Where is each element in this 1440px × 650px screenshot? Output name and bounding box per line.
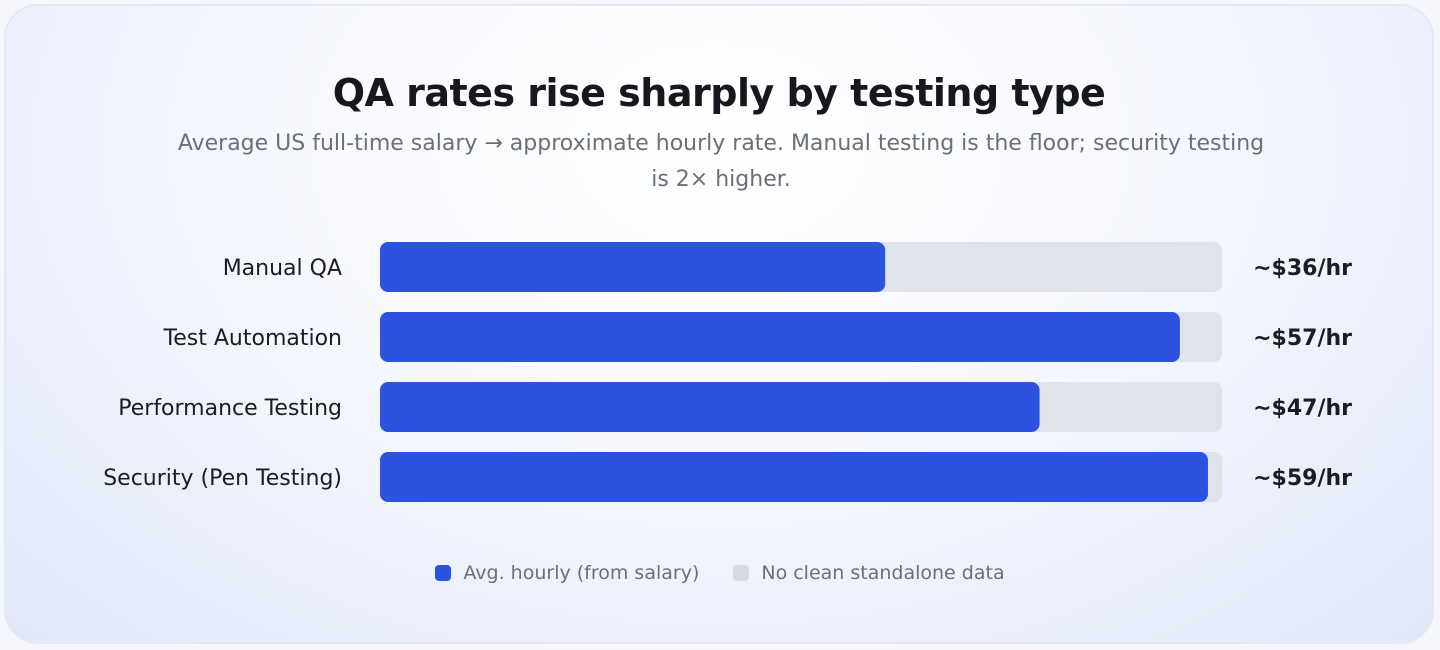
value-label-performance-testing: ~$47/hr — [1253, 396, 1352, 421]
legend-label-no-data: No clean standalone data — [761, 562, 1005, 584]
value-label-manual-qa: ~$36/hr — [1253, 256, 1352, 281]
category-label-performance-testing: Performance Testing — [118, 396, 342, 421]
legend-item-avg-hourly: Avg. hourly (from salary) — [435, 562, 699, 584]
bar-manual-qa — [380, 242, 886, 292]
category-label-test-automation: Test Automation — [163, 326, 342, 351]
chart-title: QA rates rise sharply by testing type — [332, 71, 1106, 115]
bar-test-automation — [380, 312, 1180, 362]
category-label-security-pen-testing: Security (Pen Testing) — [103, 466, 342, 491]
bar-performance-testing — [380, 382, 1040, 432]
bar-security-pen-testing — [380, 452, 1208, 502]
chart-subtitle: Average US full-time salary → approximat… — [177, 131, 1265, 192]
legend-item-no-data: No clean standalone data — [733, 562, 1005, 584]
value-label-test-automation: ~$57/hr — [1253, 326, 1352, 351]
legend-swatch-avg-hourly — [435, 565, 452, 581]
value-label-security-pen-testing: ~$59/hr — [1253, 466, 1352, 491]
legend-label-avg-hourly: Avg. hourly (from salary) — [463, 562, 700, 584]
legend-swatch-no-data — [733, 565, 750, 581]
category-label-manual-qa: Manual QA — [223, 256, 342, 281]
legend: Avg. hourly (from salary) No clean stand… — [0, 562, 1440, 584]
